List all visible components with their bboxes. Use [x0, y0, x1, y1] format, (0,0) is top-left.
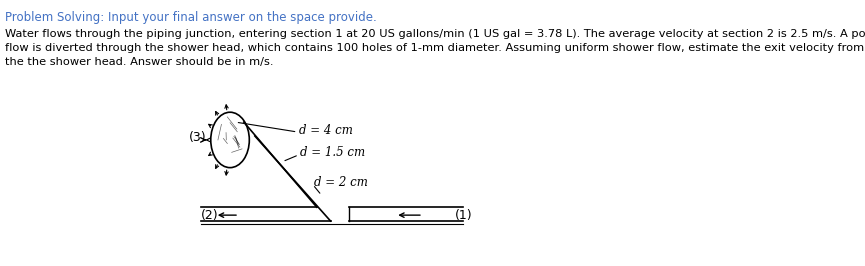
- Text: (2): (2): [201, 209, 219, 222]
- Text: d = 1.5 cm: d = 1.5 cm: [300, 146, 365, 159]
- Text: (1): (1): [454, 209, 472, 222]
- Text: Water flows through the piping junction, entering section 1 at 20 US gallons/min: Water flows through the piping junction,…: [5, 29, 865, 39]
- Text: (3): (3): [189, 131, 207, 144]
- Text: Problem Solving: Input your final answer on the space provide.: Problem Solving: Input your final answer…: [5, 11, 376, 24]
- Text: d = 4 cm: d = 4 cm: [299, 123, 353, 136]
- Text: the the shower head. Answer should be in m/s.: the the shower head. Answer should be in…: [5, 57, 273, 67]
- Text: flow is diverted through the shower head, which contains 100 holes of 1-mm diame: flow is diverted through the shower head…: [5, 43, 865, 53]
- Text: d = 2 cm: d = 2 cm: [314, 176, 368, 189]
